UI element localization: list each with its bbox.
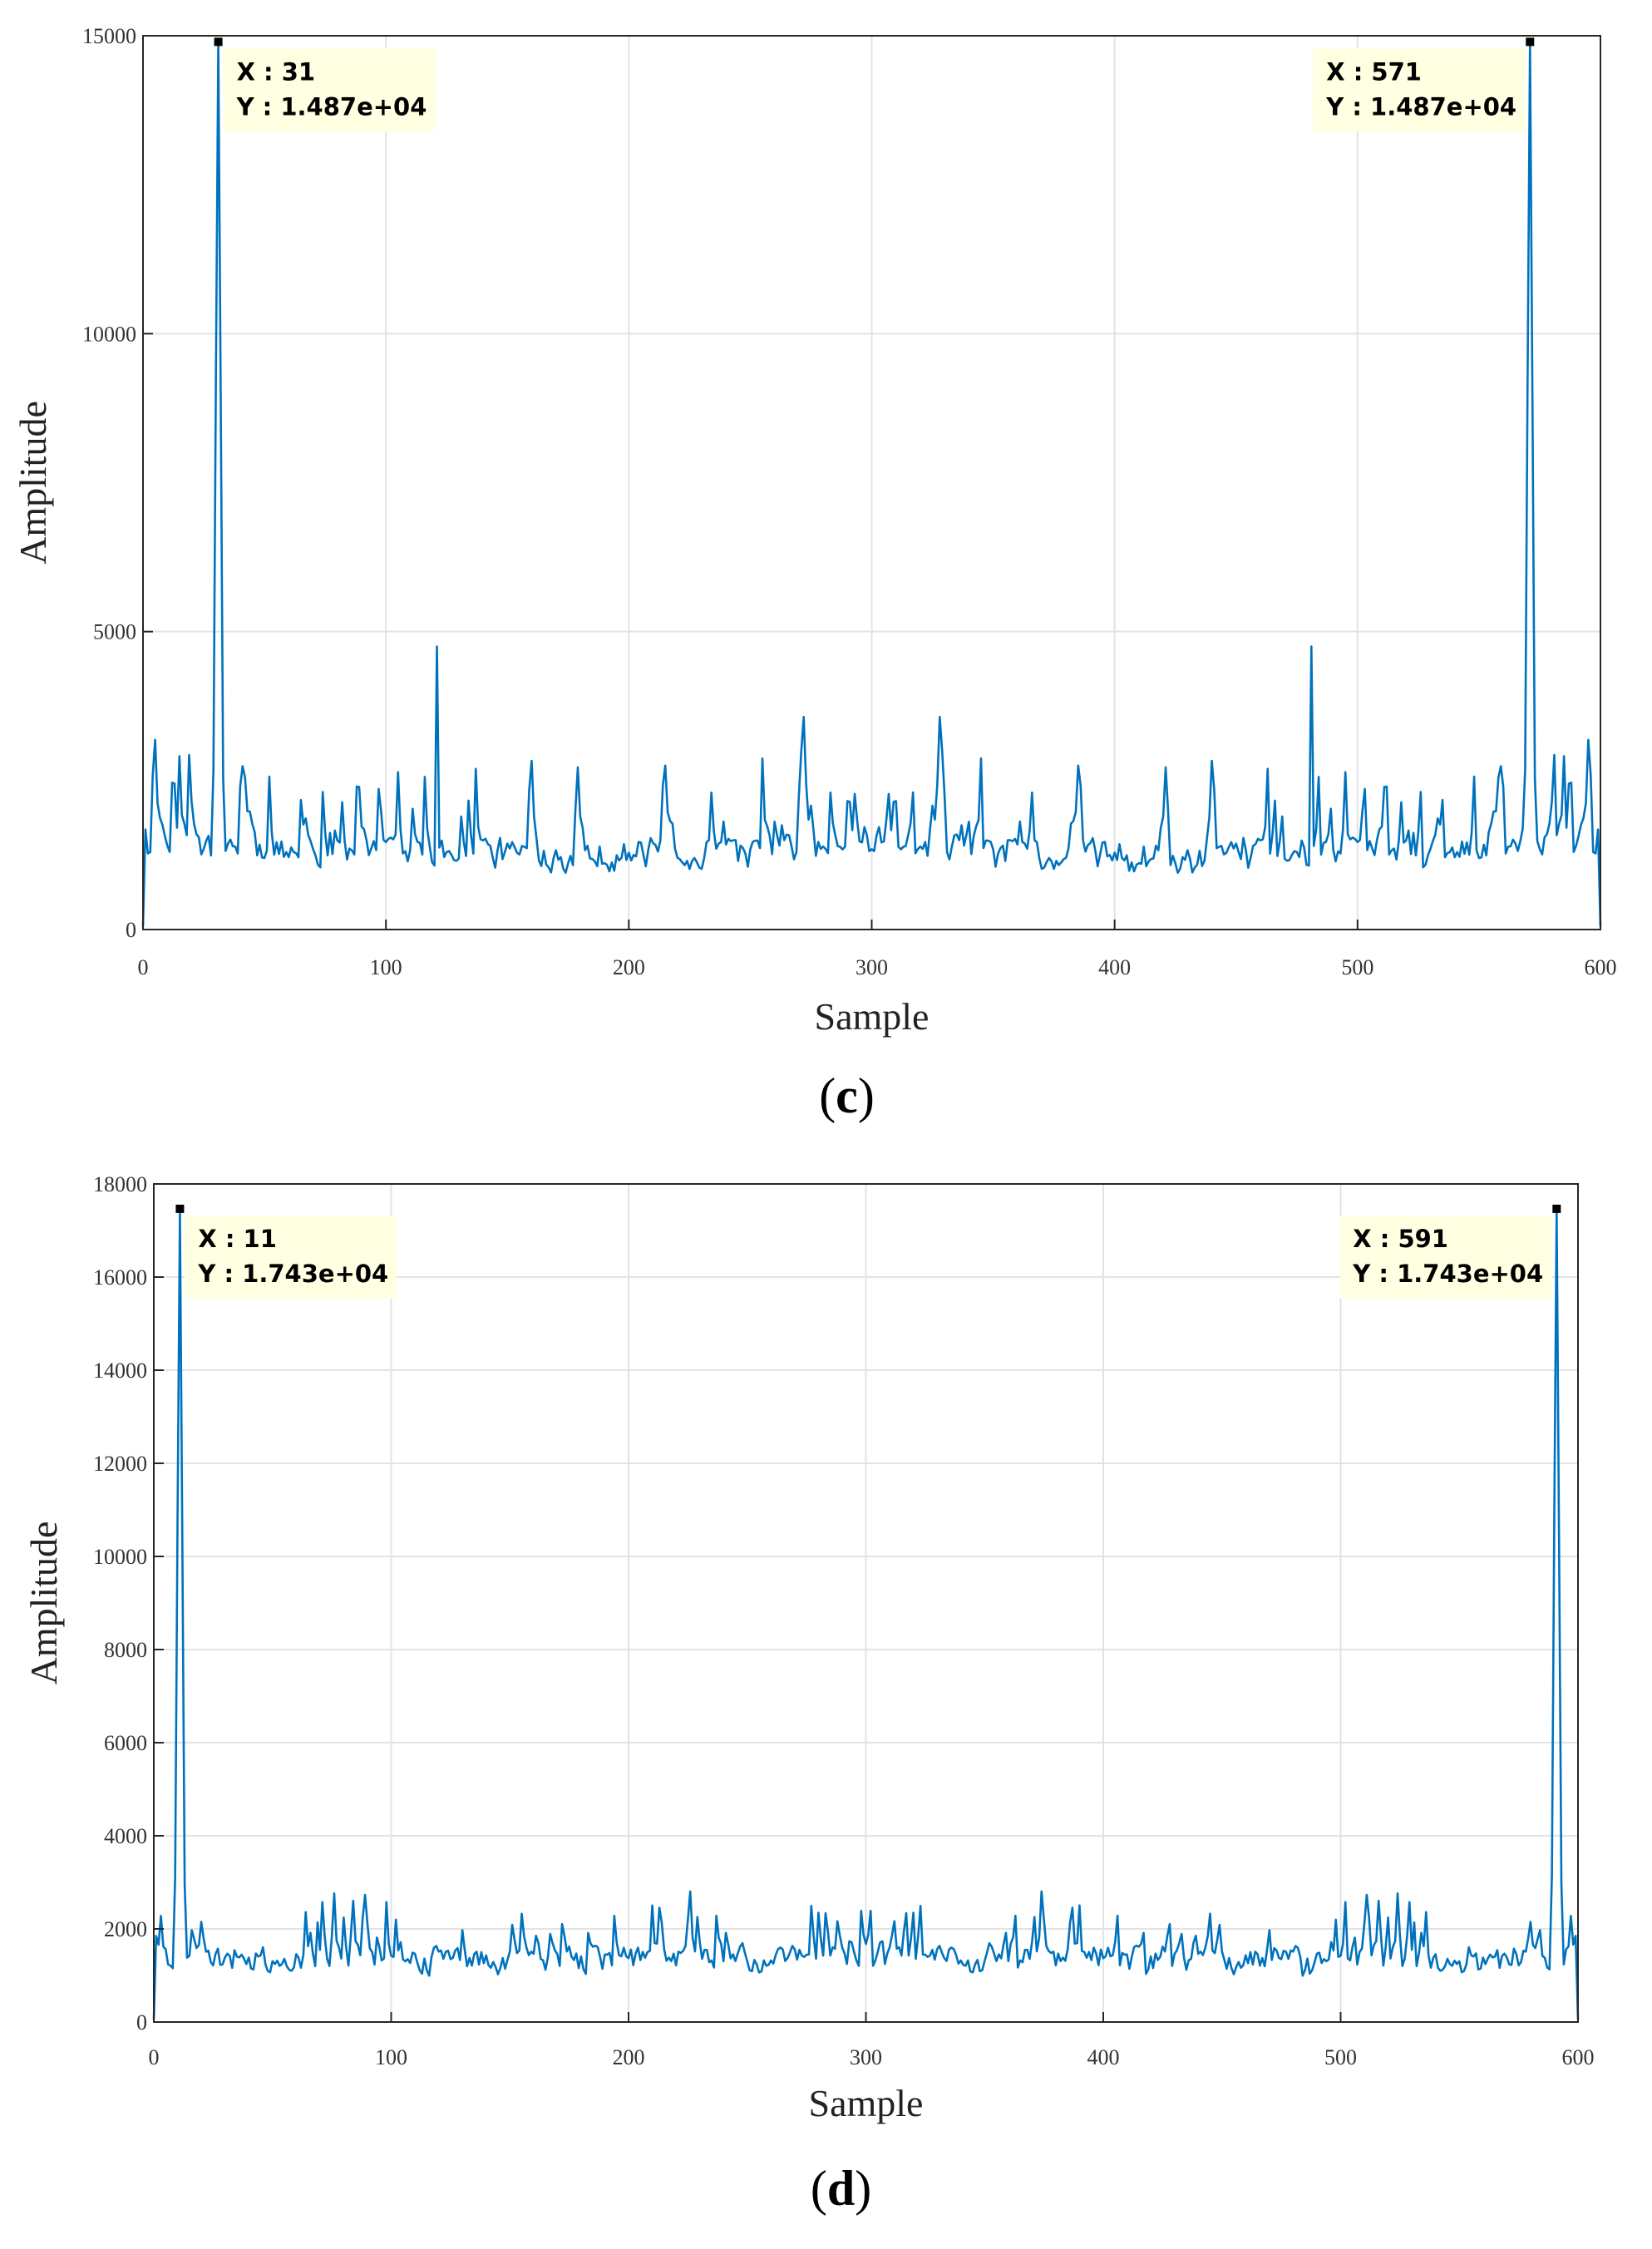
y-axis-title: Amplitude — [22, 1522, 65, 1685]
x-tick-label: 400 — [1098, 955, 1131, 979]
chart-panel-c: 0 100 200 300 400 500 600 0 5000 10000 15000 Sample… — [12, 24, 1617, 1123]
datatip-box — [1339, 1215, 1552, 1299]
datatip-y-text: Y : 1.487e+04 — [1325, 92, 1516, 121]
panel-label-close-paren: ) — [858, 1068, 875, 1123]
x-tick-label: 400 — [1087, 2045, 1120, 2069]
series-line — [152, 1209, 1580, 2020]
series-line — [141, 42, 1602, 927]
y-tick-label: 18000 — [93, 1172, 147, 1196]
datatip-box — [223, 48, 436, 132]
y-tick-label: 6000 — [104, 1731, 147, 1755]
x-axis-title: Sample — [815, 995, 930, 1038]
panel-label-letter: d — [827, 2161, 855, 2216]
datatip-marker — [1552, 1204, 1561, 1213]
panel-label-open-paren: ( — [811, 2161, 827, 2216]
y-tick-label: 12000 — [93, 1452, 147, 1476]
chart-panel-d: 0 100 200 300 400 500 600020004000600080001000… — [22, 1172, 1595, 2216]
datatip-x-text: X : 11 — [198, 1225, 277, 1253]
panel-label: (d) — [811, 2161, 871, 2216]
x-tick-label: 300 — [850, 2045, 882, 2069]
y-tick-label: 10000 — [82, 322, 136, 346]
x-tick-label: 600 — [1562, 2045, 1595, 2069]
panel-label-letter: c — [836, 1068, 858, 1123]
y-tick-label: 14000 — [93, 1359, 147, 1383]
y-axis-title: Amplitude — [12, 401, 54, 565]
x-axis-title: Sample — [809, 2082, 924, 2124]
y-tick-label: 0 — [136, 2010, 147, 2034]
datatip-marker — [175, 1204, 185, 1213]
panel-label: (c) — [819, 1068, 875, 1123]
y-tick-label: 0 — [126, 918, 136, 942]
y-tick-label: 15000 — [82, 24, 136, 48]
y-tick-label: 5000 — [93, 620, 136, 644]
panel-label-open-paren: ( — [819, 1068, 836, 1123]
datatip-y-text: Y : 1.743e+04 — [1352, 1260, 1543, 1288]
datatip-y-text: Y : 1.743e+04 — [197, 1260, 388, 1288]
x-tick-label: 100 — [370, 955, 402, 979]
x-tick-label: 300 — [856, 955, 888, 979]
x-tick-label: 100 — [375, 2045, 407, 2069]
x-tick-label: 200 — [613, 2045, 645, 2069]
x-tick-label: 0 — [149, 2045, 160, 2069]
y-tick-label: 4000 — [104, 1824, 147, 1848]
x-tick-label: 200 — [613, 955, 645, 979]
datatip-marker — [1526, 37, 1535, 47]
datatip-x-text: X : 571 — [1326, 57, 1422, 86]
datatip-x-text: X : 591 — [1353, 1225, 1448, 1253]
y-tick-label: 10000 — [93, 1545, 147, 1569]
datatip-box — [1313, 48, 1526, 132]
datatip-box — [185, 1215, 397, 1299]
datatip-x-text: X : 31 — [237, 57, 316, 86]
x-tick-label: 500 — [1341, 955, 1373, 979]
y-tick-label: 8000 — [104, 1638, 147, 1662]
datatip-y-text: Y : 1.487e+04 — [236, 92, 427, 121]
panel-label-close-paren: ) — [855, 2161, 871, 2216]
x-tick-label: 500 — [1324, 2045, 1357, 2069]
x-tick-label: 600 — [1585, 955, 1617, 979]
x-tick-label: 0 — [138, 955, 149, 979]
datatip-marker — [214, 37, 223, 47]
y-tick-label: 16000 — [93, 1265, 147, 1290]
y-tick-label: 2000 — [104, 1917, 147, 1941]
